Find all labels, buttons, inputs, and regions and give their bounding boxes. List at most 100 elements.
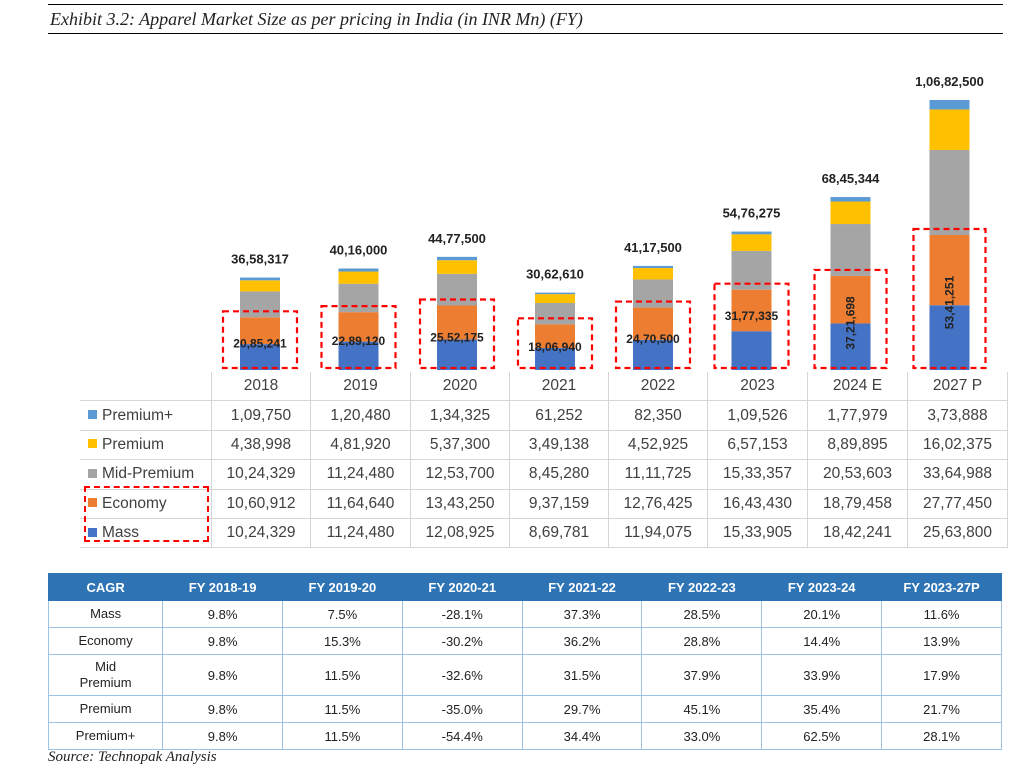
- total-label-6: 68,45,344: [822, 171, 881, 186]
- table-cell: 12,53,700: [410, 459, 510, 490]
- cagr-cell: 28.5%: [641, 600, 763, 628]
- bar-segment-economy-0: [240, 317, 280, 345]
- mass-economy-label-0: 20,85,241: [233, 337, 287, 351]
- bar-segment-mid-premium-2: [437, 273, 477, 306]
- year-header-0: 2018: [211, 372, 311, 402]
- table-cell: 12,08,925: [410, 517, 510, 549]
- mass-economy-label-6: 37,21,698: [844, 296, 858, 350]
- cagr-cell: 9.8%: [162, 722, 283, 750]
- table-cell: 25,63,800: [907, 517, 1008, 549]
- table-cell: 1,77,979: [807, 400, 908, 431]
- total-label-7: 1,06,82,500: [915, 74, 984, 89]
- table-cell: 16,02,375: [907, 429, 1008, 461]
- bar-segment-premium-7: [929, 109, 970, 150]
- table-cell: 20,53,603: [807, 459, 908, 490]
- table-row: Mass 10,24,329 11,24,480 12,08,925 8,69,781 1…: [80, 517, 1008, 549]
- cagr-row: Mid Premium 9.8% 11.5% -32.6% 31.5% 37.9% 33.9…: [47, 654, 1002, 696]
- year-header-7: 2027 P: [907, 372, 1008, 402]
- cagr-header-2: FY 2019-20: [281, 573, 403, 601]
- bar-segment-economy-3: [535, 324, 575, 349]
- bar-segment-premium-2: [437, 260, 477, 274]
- cagr-cell: 9.8%: [162, 627, 283, 655]
- cagr-cell: 34.4%: [521, 722, 643, 750]
- cagr-cell: -35.0%: [401, 695, 523, 723]
- cagr-cell: 11.5%: [281, 654, 403, 696]
- exhibit-title: Exhibit 3.2: Apparel Market Size as per …: [48, 4, 1003, 34]
- highlight-box-2: [418, 298, 496, 370]
- bar-segment-economy-7: [929, 235, 970, 306]
- cagr-cell: 37.9%: [641, 654, 763, 696]
- mass-economy-label-4: 24,70,500: [626, 332, 680, 346]
- cagr-cell: 45.1%: [641, 695, 763, 723]
- cagr-row-label: Mass: [47, 600, 164, 628]
- bar-segment-mass-0: [240, 344, 280, 370]
- cagr-cell: -30.2%: [401, 627, 523, 655]
- cagr-cell: 28.8%: [641, 627, 763, 655]
- bar-segment-premium-1: [338, 271, 379, 284]
- legend-label: Mass: [102, 524, 140, 542]
- bar-segment-mid-premium-7: [929, 149, 970, 235]
- mass-economy-label-3: 18,06,940: [528, 340, 582, 354]
- highlight-box-6: [813, 268, 888, 370]
- cagr-cell: 33.0%: [641, 722, 763, 750]
- mass-economy-label-7: 53,41,251: [943, 275, 957, 329]
- cagr-row-label: Premium: [47, 695, 164, 723]
- table-cell: 3,73,888: [907, 400, 1008, 431]
- bar-segment-premium-plus-0: [240, 277, 280, 281]
- cagr-cell: -32.6%: [401, 654, 523, 696]
- source-note: Source: Technopak Analysis: [48, 749, 217, 765]
- year-header-5: 2023: [707, 372, 808, 402]
- bar-segment-premium-3: [535, 294, 575, 303]
- bar-segment-mid-premium-0: [240, 291, 280, 318]
- table-cell: 11,94,075: [608, 517, 708, 549]
- cagr-cell: 36.2%: [521, 627, 643, 655]
- bar-segment-mass-3: [535, 348, 575, 370]
- table-cell: 1,34,325: [410, 400, 510, 431]
- table-cell: 82,350: [608, 400, 708, 431]
- table-cell: 11,11,725: [608, 459, 708, 490]
- cagr-header-7: FY 2023-27P: [881, 573, 1002, 601]
- cagr-header-6: FY 2023-24: [761, 573, 883, 601]
- cagr-header-1: FY 2018-19: [162, 573, 283, 601]
- table-cell: 1,09,526: [707, 400, 808, 431]
- total-label-2: 44,77,500: [428, 231, 486, 246]
- highlight-box-1: [320, 305, 397, 370]
- table-cell: 61,252: [509, 400, 609, 431]
- bar-segment-premium-plus-1: [338, 268, 379, 272]
- legend-swatch: [88, 468, 97, 478]
- legend-entry: Economy: [80, 488, 212, 519]
- table-cell: 10,24,329: [211, 459, 311, 490]
- table-cell: 11,24,480: [310, 517, 411, 549]
- bar-segment-economy-4: [633, 307, 673, 340]
- cagr-cell: 31.5%: [521, 654, 643, 696]
- table-cell: 11,64,640: [310, 488, 411, 519]
- table-cell: 9,37,159: [509, 488, 609, 519]
- table-cell: 11,24,480: [310, 459, 411, 490]
- legend-swatch: [88, 409, 97, 419]
- table-cell: 18,79,458: [807, 488, 908, 519]
- table-cell: 18,42,241: [807, 517, 908, 549]
- chart-data-table: 2018 2019 2020 2021 2022 2023 2024 E 2027 P Prem…: [80, 372, 1008, 549]
- bar-segment-premium-4: [633, 268, 673, 280]
- year-header-2: 2020: [410, 372, 510, 402]
- bar-segment-premium-plus-5: [731, 231, 772, 235]
- table-row: Economy 10,60,912 11,64,640 13,43,250 9,37,1…: [80, 488, 1008, 519]
- cagr-cell: 37.3%: [521, 600, 643, 628]
- cagr-cell: -54.4%: [401, 722, 523, 750]
- cagr-cell: 21.7%: [881, 695, 1002, 723]
- cagr-table: CAGR FY 2018-19 FY 2019-20 FY 2020-21 FY 202…: [47, 573, 1002, 750]
- mass-economy-label-1: 22,89,120: [332, 334, 386, 348]
- table-cell: 6,57,153: [707, 429, 808, 461]
- highlight-box-0: [221, 310, 299, 370]
- table-cell: 3,49,138: [509, 429, 609, 461]
- year-header-3: 2021: [509, 372, 609, 402]
- total-label-3: 30,62,610: [526, 267, 584, 282]
- bar-segment-mid-premium-6: [830, 224, 871, 276]
- cagr-cell: 9.8%: [162, 695, 283, 723]
- table-cell: 12,76,425: [608, 488, 708, 519]
- bar-segment-economy-2: [437, 305, 477, 340]
- highlight-box-3: [516, 317, 594, 370]
- total-label-5: 54,76,275: [723, 206, 781, 221]
- mass-economy-label-2: 25,52,175: [430, 331, 484, 345]
- table-cell: 13,43,250: [410, 488, 510, 519]
